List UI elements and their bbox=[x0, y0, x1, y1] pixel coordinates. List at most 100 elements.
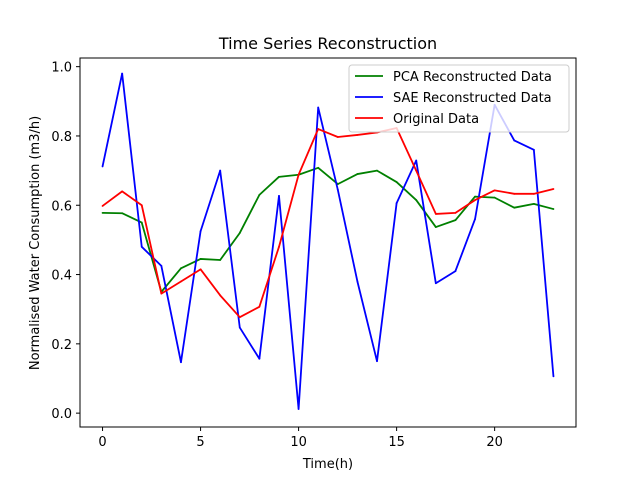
data-point bbox=[199, 268, 202, 271]
data-point bbox=[532, 148, 535, 151]
data-point bbox=[317, 106, 320, 109]
data-point bbox=[434, 282, 437, 285]
legend-item: PCA Reconstructed Data bbox=[355, 70, 552, 85]
data-point bbox=[278, 195, 280, 197]
data-point bbox=[356, 173, 359, 175]
data-point bbox=[278, 175, 280, 178]
x-tick-label: 20 bbox=[486, 435, 503, 450]
series-line-original-data bbox=[102, 127, 554, 319]
data-point bbox=[434, 226, 437, 228]
data-point bbox=[376, 169, 378, 172]
data-point bbox=[532, 202, 535, 205]
legend-item: SAE Reconstructed Data bbox=[355, 91, 552, 106]
x-tick-label: 15 bbox=[388, 435, 405, 450]
data-point bbox=[140, 245, 143, 248]
chart-title: Time Series Reconstruction bbox=[218, 34, 437, 53]
y-axis-label: Normalised Water Consumption (m3/h) bbox=[28, 116, 43, 370]
data-point bbox=[258, 357, 261, 360]
data-point bbox=[454, 270, 457, 272]
data-point bbox=[474, 218, 476, 221]
series-line-sae-reconstructed-data bbox=[101, 72, 555, 410]
y-tick-label: 0.2 bbox=[51, 338, 72, 353]
data-point bbox=[278, 245, 280, 248]
series-layer bbox=[101, 72, 555, 410]
data-point bbox=[454, 219, 457, 222]
data-point bbox=[219, 259, 222, 261]
data-point bbox=[454, 211, 457, 214]
legend-label: SAE Reconstructed Data bbox=[393, 91, 552, 106]
data-point bbox=[219, 169, 222, 172]
data-point bbox=[415, 159, 418, 162]
plot-frame bbox=[79, 57, 577, 428]
data-point bbox=[434, 213, 437, 215]
y-tick-label: 0.6 bbox=[51, 199, 72, 214]
data-point bbox=[493, 189, 496, 192]
legend: PCA Reconstructed Data SAE Reconstructed … bbox=[348, 64, 570, 133]
y-tick-label: 0.8 bbox=[51, 130, 72, 145]
legend-label: PCA Reconstructed Data bbox=[393, 70, 552, 85]
data-point bbox=[238, 326, 241, 329]
data-point bbox=[121, 212, 124, 215]
data-point bbox=[356, 134, 359, 136]
data-point bbox=[474, 199, 476, 201]
data-point bbox=[121, 190, 124, 193]
series-pca-reconstructed-data bbox=[101, 166, 555, 293]
x-axis-label: Time(h) bbox=[302, 457, 353, 472]
data-point bbox=[376, 360, 378, 363]
x-tick-label: 10 bbox=[290, 435, 307, 450]
data-point bbox=[317, 128, 320, 130]
y-axis-ticks: 0.0 0.2 0.4 0.6 0.8 1.0 bbox=[51, 61, 80, 422]
data-point bbox=[415, 199, 418, 201]
data-point bbox=[160, 292, 163, 295]
data-point bbox=[297, 173, 300, 176]
data-point bbox=[297, 408, 300, 410]
data-point bbox=[493, 196, 496, 199]
data-point bbox=[513, 139, 516, 142]
data-point bbox=[199, 258, 202, 260]
legend-item: Original Data bbox=[355, 112, 479, 127]
data-point bbox=[552, 375, 555, 378]
data-point bbox=[513, 192, 516, 195]
data-point bbox=[180, 361, 182, 364]
data-point bbox=[395, 202, 398, 205]
series-line-pca-reconstructed-data bbox=[102, 166, 554, 293]
legend-box bbox=[348, 64, 570, 133]
data-point bbox=[180, 267, 182, 270]
data-point bbox=[552, 208, 555, 210]
y-tick-label: 1.0 bbox=[51, 61, 72, 76]
data-point bbox=[258, 193, 261, 196]
data-point bbox=[101, 165, 104, 168]
data-point bbox=[395, 181, 398, 183]
data-point bbox=[101, 205, 104, 207]
data-point bbox=[532, 192, 535, 195]
data-point bbox=[513, 206, 516, 209]
data-point bbox=[258, 305, 261, 308]
data-point bbox=[121, 72, 124, 75]
data-point bbox=[336, 188, 339, 191]
data-point bbox=[140, 221, 143, 224]
series-sae-reconstructed-data bbox=[101, 72, 555, 410]
legend-label: Original Data bbox=[393, 112, 479, 127]
y-tick-label: 0.4 bbox=[51, 269, 72, 284]
data-point bbox=[415, 169, 418, 172]
data-point bbox=[474, 195, 476, 198]
data-point bbox=[238, 316, 241, 319]
data-point bbox=[219, 294, 222, 297]
data-point bbox=[356, 280, 359, 283]
x-tick-label: 5 bbox=[196, 435, 204, 450]
data-point bbox=[336, 136, 339, 138]
x-axis-ticks: 0 5 10 15 20 bbox=[98, 427, 503, 450]
x-tick-label: 0 bbox=[98, 435, 106, 450]
data-point bbox=[101, 211, 104, 214]
data-point bbox=[160, 264, 163, 267]
series-original-data bbox=[101, 127, 555, 319]
data-point bbox=[238, 232, 241, 234]
data-point bbox=[552, 188, 555, 190]
y-tick-label: 0.0 bbox=[51, 407, 72, 422]
data-point bbox=[180, 280, 182, 283]
data-point bbox=[140, 204, 143, 207]
data-point bbox=[317, 166, 320, 169]
data-point bbox=[199, 230, 202, 233]
